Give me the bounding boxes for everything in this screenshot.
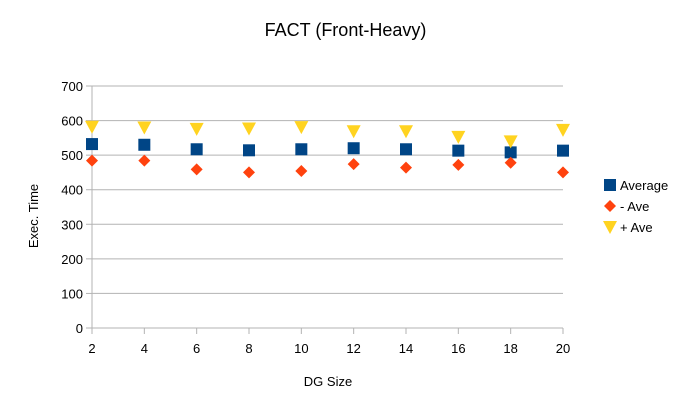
x-tick-label: 18 xyxy=(503,341,517,356)
legend-label: + Ave xyxy=(620,220,653,235)
gridlines xyxy=(92,85,563,329)
data-point xyxy=(85,120,99,134)
y-tick-label: 700 xyxy=(61,79,83,94)
legend: Average - Ave + Ave xyxy=(603,178,668,235)
y-tick-label: 300 xyxy=(61,217,83,232)
data-point xyxy=(452,144,465,157)
data-point xyxy=(189,122,204,136)
data-point xyxy=(400,143,412,156)
legend-label: - Ave xyxy=(620,199,649,214)
chart-title: FACT (Front-Heavy) xyxy=(264,20,427,40)
data-point xyxy=(138,154,151,167)
x-tick-label: 16 xyxy=(451,341,465,356)
x-tick-label: 12 xyxy=(346,341,360,356)
x-tick-label: 8 xyxy=(245,341,252,356)
data-point xyxy=(137,121,152,135)
y-tick-labels: 0 100 200 300 400 500 600 700 xyxy=(61,79,83,336)
legend-marker xyxy=(604,200,616,212)
x-tick-label: 6 xyxy=(193,341,200,356)
data-point xyxy=(347,158,360,171)
legend-marker xyxy=(603,221,617,234)
data-point xyxy=(557,166,569,179)
data-point xyxy=(138,138,151,151)
y-tick-label: 600 xyxy=(61,114,83,129)
data-point xyxy=(243,144,255,157)
data-point xyxy=(399,125,413,139)
data-point xyxy=(557,144,569,157)
data-point xyxy=(451,130,466,144)
data-marks xyxy=(85,120,570,179)
y-tick-label: 0 xyxy=(76,321,83,336)
series-ave xyxy=(86,154,569,179)
x-axis-label: DG Size xyxy=(304,374,352,389)
x-tick-label: 14 xyxy=(399,341,413,356)
data-point xyxy=(452,158,465,171)
data-point xyxy=(86,138,98,151)
x-tick-labels: 2 4 6 8 10 12 14 16 18 20 xyxy=(88,341,570,356)
data-point xyxy=(556,123,570,137)
series-average xyxy=(86,138,569,159)
data-point xyxy=(86,154,98,167)
y-tick-label: 400 xyxy=(61,183,83,198)
x-tick-label: 2 xyxy=(88,341,95,356)
data-point xyxy=(243,166,255,179)
data-point xyxy=(346,125,361,139)
data-point xyxy=(503,135,518,149)
axes xyxy=(86,85,564,334)
data-point xyxy=(347,142,360,155)
y-axis-label: Exec. Time xyxy=(26,184,41,248)
data-point xyxy=(504,156,517,169)
y-tick-label: 200 xyxy=(61,252,83,267)
legend-marker xyxy=(604,179,616,191)
data-point xyxy=(242,122,256,136)
data-point xyxy=(504,146,517,159)
x-tick-label: 4 xyxy=(141,341,148,356)
data-point xyxy=(400,161,412,174)
data-point xyxy=(294,121,309,135)
x-tick-label: 20 xyxy=(556,341,570,356)
series-ave xyxy=(85,120,570,149)
y-tick-label: 100 xyxy=(61,286,83,301)
x-tick-label: 10 xyxy=(294,341,308,356)
data-point xyxy=(190,143,203,156)
y-tick-label: 500 xyxy=(61,148,83,163)
data-point xyxy=(295,165,308,178)
data-point xyxy=(190,163,203,176)
legend-label: Average xyxy=(620,178,668,193)
data-point xyxy=(295,143,308,156)
